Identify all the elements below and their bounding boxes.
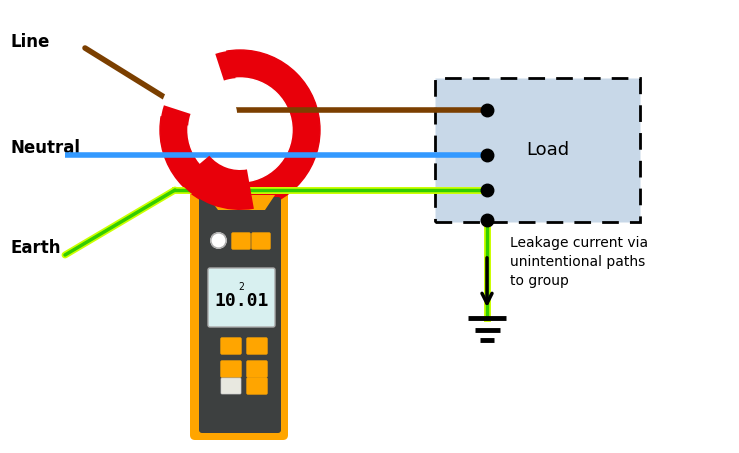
Text: Earth: Earth [10,239,61,257]
FancyBboxPatch shape [435,78,640,222]
Circle shape [160,50,320,210]
FancyBboxPatch shape [199,197,281,433]
FancyBboxPatch shape [247,378,267,394]
Text: Neutral: Neutral [10,139,80,157]
Wedge shape [160,105,191,125]
Wedge shape [179,156,254,210]
FancyBboxPatch shape [190,190,288,440]
FancyBboxPatch shape [247,338,267,354]
FancyBboxPatch shape [247,361,267,377]
Wedge shape [191,81,240,130]
FancyBboxPatch shape [232,233,250,249]
Text: 2: 2 [239,283,245,293]
FancyBboxPatch shape [221,338,241,354]
Text: 10.01: 10.01 [214,293,269,310]
Polygon shape [207,195,275,210]
FancyBboxPatch shape [221,378,241,394]
Wedge shape [158,48,240,130]
Text: Load: Load [526,141,569,159]
FancyBboxPatch shape [252,233,270,249]
Circle shape [188,78,292,182]
FancyBboxPatch shape [208,268,275,327]
Text: Leakage current via
unintentional paths
to group: Leakage current via unintentional paths … [510,236,648,289]
Wedge shape [215,50,236,81]
FancyBboxPatch shape [221,361,241,377]
Text: Line: Line [10,33,50,51]
